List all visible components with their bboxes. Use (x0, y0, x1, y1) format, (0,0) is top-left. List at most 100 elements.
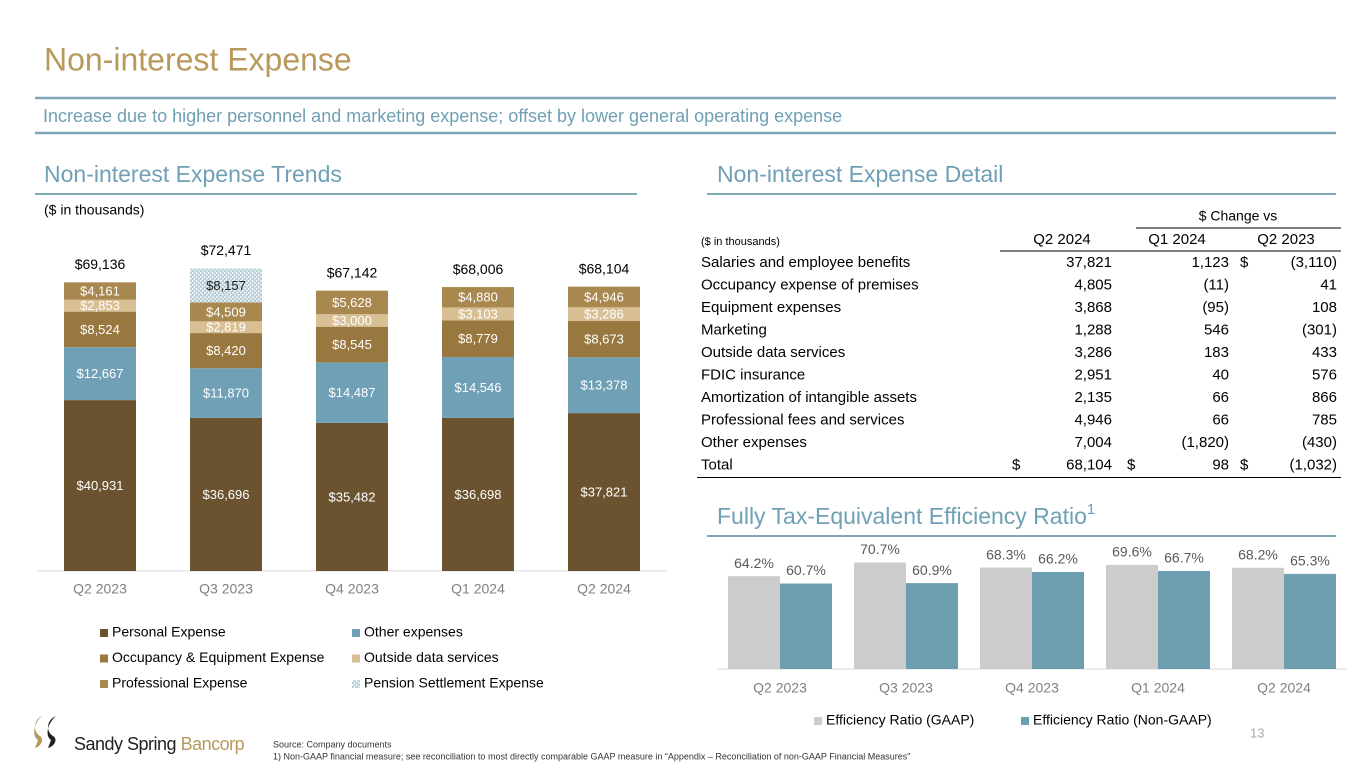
data-label: $5,628 (332, 295, 372, 310)
data-label: 70.7% (860, 541, 900, 557)
data-label: $3,103 (458, 306, 498, 321)
bar-segment (316, 422, 388, 571)
cell: 3,286 (1074, 344, 1112, 361)
data-label: $8,420 (206, 343, 246, 358)
bar-segment (442, 287, 514, 308)
legend-label: Professional Expense (112, 675, 248, 691)
unit-note: ($ in thousands) (701, 236, 780, 248)
data-label: $3,286 (584, 307, 624, 322)
legend-label: Outside data services (364, 649, 499, 665)
bar-segment (190, 417, 262, 571)
column-header: Q2 2024 (1033, 231, 1091, 248)
x-tick-label: Q2 2023 (73, 581, 127, 597)
cell: 2,951 (1074, 366, 1112, 383)
total-label: $68,104 (579, 260, 630, 276)
column-header: Q2 2023 (1257, 231, 1315, 248)
cell: 7,004 (1074, 434, 1112, 451)
brand-name: Sandy Spring (74, 734, 176, 754)
data-label: $2,819 (206, 320, 246, 335)
x-tick-label: Q1 2024 (1131, 680, 1185, 696)
cell: 3,868 (1074, 299, 1112, 316)
bar (1232, 567, 1284, 669)
bar-segment (568, 321, 640, 358)
data-label: 66.7% (1164, 550, 1204, 566)
bar (1106, 564, 1158, 669)
legend-swatch (100, 629, 108, 637)
title-note: 1 (1087, 501, 1095, 518)
bar (980, 567, 1032, 669)
cell: 37,821 (1066, 254, 1112, 271)
bar (854, 562, 906, 669)
bar-segment (64, 400, 136, 571)
row-label: Professional fees and services (701, 411, 904, 428)
legend-swatch (100, 654, 108, 663)
data-label: $8,673 (584, 332, 624, 347)
x-tick-label: Q2 2024 (577, 581, 631, 597)
section-title: Non-interest Expense Detail (717, 161, 1003, 187)
cell: (301) (1302, 321, 1337, 338)
data-label: $3,000 (332, 313, 372, 328)
brand-accent: Bancorp (181, 734, 245, 754)
data-label: 64.2% (734, 555, 774, 571)
bar (906, 583, 958, 669)
cell: 40 (1212, 366, 1229, 383)
data-label: $14,546 (455, 380, 502, 395)
group-header: $ Change vs (1199, 208, 1278, 224)
x-tick-label: Q3 2023 (199, 581, 253, 597)
currency: $ (1240, 254, 1249, 271)
data-label: $8,545 (332, 337, 372, 352)
bar (1158, 570, 1210, 669)
bar-segment (316, 314, 388, 327)
bar-segment (568, 286, 640, 308)
cell: (3,110) (1291, 254, 1337, 271)
brand: Sandy Spring Bancorp (74, 734, 245, 754)
legend-label: Efficiency Ratio (GAAP) (826, 712, 974, 728)
cell: 866 (1312, 389, 1337, 406)
bar-segment (64, 282, 136, 300)
x-tick-label: Q4 2023 (325, 581, 379, 597)
legend-swatch (814, 717, 822, 725)
data-label: 69.6% (1112, 544, 1152, 560)
legend-swatch (352, 680, 360, 688)
data-label: 65.3% (1290, 553, 1330, 569)
data-label: $13,378 (581, 378, 628, 393)
cell: 108 (1312, 299, 1337, 316)
legend-swatch (352, 629, 360, 637)
cell: 68,104 (1066, 456, 1112, 473)
subtitle: Increase due to higher personnel and mar… (43, 106, 842, 126)
cell: 4,805 (1074, 276, 1112, 293)
data-label: $11,870 (203, 385, 249, 400)
data-label: $4,161 (80, 283, 120, 298)
data-label: $35,482 (329, 489, 376, 504)
x-tick-label: Q1 2024 (451, 581, 505, 597)
row-label: Other expenses (701, 434, 807, 451)
row-label: Occupancy expense of premises (701, 276, 919, 293)
total-label: $67,142 (327, 264, 378, 280)
cell: (430) (1302, 434, 1337, 451)
logo: Sandy Spring Bancorp (34, 716, 245, 754)
cell: 2,135 (1074, 389, 1112, 406)
x-tick-label: Q4 2023 (1005, 680, 1059, 696)
page-number: 13 (1250, 725, 1264, 740)
data-label: $14,487 (329, 385, 376, 400)
cell: 576 (1312, 366, 1337, 383)
bar-segment (316, 326, 388, 363)
currency: $ (1012, 456, 1021, 473)
data-label: 66.2% (1038, 551, 1078, 567)
cell: (1,032) (1289, 456, 1337, 473)
cell: 41 (1320, 276, 1337, 293)
bar-segment (190, 268, 262, 303)
x-tick-label: Q3 2023 (879, 680, 933, 696)
bar-segment (442, 417, 514, 571)
row-label: Equipment expenses (701, 299, 841, 316)
data-label: 68.3% (986, 546, 1026, 562)
cell: 433 (1312, 344, 1337, 361)
bar-segment (190, 302, 262, 322)
bar-segment (442, 357, 514, 418)
source: Source: Company documents (273, 739, 392, 749)
total-label: $69,136 (75, 256, 126, 272)
legend-label: Personal Expense (112, 624, 226, 640)
footnote: 1) Non-GAAP financial measure; see recon… (273, 751, 910, 761)
data-label: $37,821 (581, 484, 628, 499)
